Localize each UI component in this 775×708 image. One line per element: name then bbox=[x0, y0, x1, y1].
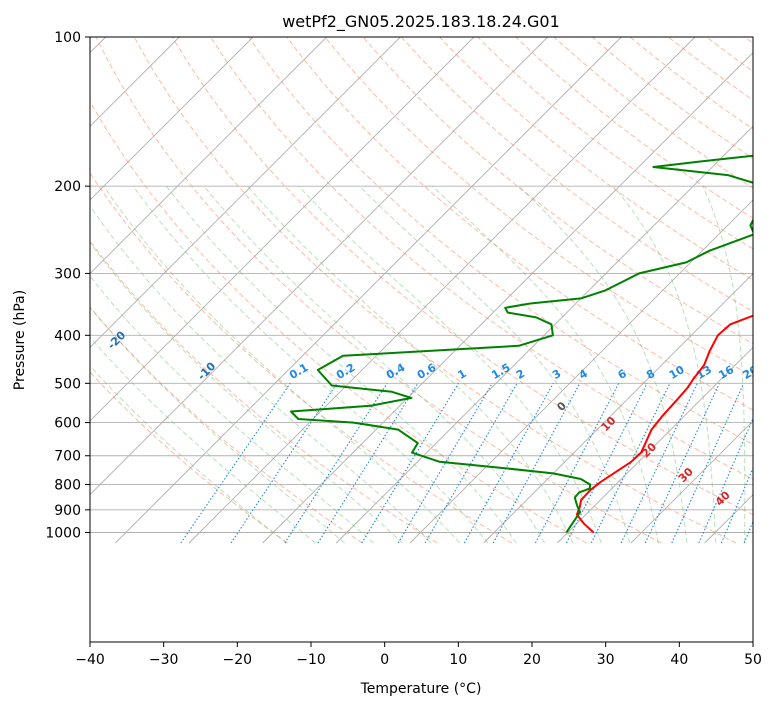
isotherm-line bbox=[90, 37, 548, 496]
isotherm-line bbox=[90, 37, 475, 422]
mixing-ratio-lines bbox=[180, 383, 753, 544]
y-tick-label: 500 bbox=[54, 376, 81, 392]
mixing-ratio-line bbox=[424, 383, 518, 544]
moist-adiabat-line bbox=[90, 205, 432, 544]
dry-adiabat-line bbox=[90, 172, 513, 544]
dry-adiabat-line bbox=[210, 37, 753, 480]
mixing-ratio-line bbox=[720, 466, 753, 544]
moist-adiabat-line bbox=[203, 185, 546, 544]
isotherm-line bbox=[630, 420, 753, 544]
axes: −40 −30 −20 −10 0 10 20 30 40 50 100 200 300 400 500 60… bbox=[45, 30, 762, 668]
mixing-ratio-line bbox=[492, 383, 581, 544]
y-tick-label: 300 bbox=[54, 266, 81, 282]
x-tick-label: 40 bbox=[670, 652, 688, 668]
isotherm-line bbox=[90, 37, 401, 348]
moist-adiabat-line bbox=[166, 185, 517, 544]
isotherm-line bbox=[262, 52, 753, 544]
isotherm-line bbox=[336, 125, 753, 544]
plot-frame bbox=[89, 36, 754, 643]
y-tick-label: 900 bbox=[54, 503, 81, 519]
isotherm-line bbox=[188, 37, 696, 544]
dry-adiabat-line bbox=[362, 37, 753, 345]
y-tick-label: 400 bbox=[54, 328, 81, 344]
x-tick-label: −20 bbox=[223, 652, 253, 668]
dry-adiabat-line bbox=[286, 37, 753, 411]
x-tick-label: 30 bbox=[597, 652, 615, 668]
mixing-ratio-line bbox=[620, 383, 698, 544]
mixing-ratio-line bbox=[463, 383, 554, 544]
mixing-ratio-line bbox=[698, 417, 753, 544]
dry-adiabat-line bbox=[248, 37, 753, 445]
moist-adiabat-line bbox=[359, 185, 631, 544]
x-tick-label: 50 bbox=[744, 652, 762, 668]
mixing-ratio-line bbox=[284, 383, 388, 544]
dry-adiabats bbox=[90, 37, 753, 544]
mixing-ratio-line bbox=[230, 383, 338, 544]
moist-adiabat-line bbox=[90, 365, 287, 544]
mixing-ratio-line bbox=[180, 383, 291, 544]
moist-adiabat-line bbox=[90, 275, 374, 544]
y-tick-label: 700 bbox=[54, 449, 81, 465]
dry-adiabat-line bbox=[90, 100, 587, 544]
x-tick-label: −10 bbox=[296, 652, 326, 668]
x-axis-title: Temperature (°C) bbox=[360, 681, 482, 697]
moist-adiabat-line bbox=[702, 185, 746, 543]
y-axis-title: Pressure (hPa) bbox=[12, 290, 28, 390]
moist-adiabat-line bbox=[90, 241, 403, 544]
dry-adiabat-line bbox=[90, 240, 438, 544]
moist-adiabat-line bbox=[90, 336, 316, 544]
dry-adiabat-line bbox=[171, 37, 753, 516]
moist-adiabat-line bbox=[518, 185, 688, 544]
isotherm-line bbox=[557, 346, 753, 544]
x-tick-label: 10 bbox=[449, 652, 467, 668]
dry-adiabat-line bbox=[90, 371, 289, 544]
x-tick-label: 20 bbox=[523, 652, 541, 668]
mixing-ratio-line bbox=[644, 383, 720, 544]
dry-adiabat-line bbox=[95, 37, 662, 544]
dewpoint-line bbox=[290, 154, 753, 534]
isotherm-line bbox=[483, 273, 753, 544]
dry-adiabat-line bbox=[400, 37, 753, 313]
isotherm-line bbox=[115, 37, 622, 544]
x-tick-label: 0 bbox=[380, 652, 389, 668]
mixing-ratio-line bbox=[397, 383, 493, 544]
y-tick-label: 800 bbox=[54, 477, 81, 493]
isotherm-line bbox=[90, 37, 327, 275]
temperature-line bbox=[575, 314, 753, 534]
moist-adiabat-line bbox=[90, 306, 346, 544]
moist-adiabat-line bbox=[432, 185, 659, 544]
isotherm-lines bbox=[90, 37, 753, 544]
mixing-ratio-line bbox=[671, 383, 745, 544]
moist-adiabats bbox=[90, 185, 746, 544]
y-tick-label: 600 bbox=[54, 416, 81, 432]
x-tick-label: −30 bbox=[149, 652, 179, 668]
plot-area: 0.10.20.40.611.52346810131620253036-100-… bbox=[90, 37, 753, 544]
y-tick-label: 200 bbox=[54, 179, 81, 195]
x-tick-label: −40 bbox=[75, 652, 105, 668]
isotherm-line bbox=[90, 37, 180, 127]
moist-adiabat-line bbox=[613, 185, 717, 544]
moist-adiabat-line bbox=[103, 185, 460, 544]
sounding-series bbox=[290, 154, 753, 534]
y-tick-label: 100 bbox=[54, 30, 81, 46]
moist-adiabat-line bbox=[298, 185, 602, 544]
y-tick-label: 1000 bbox=[45, 526, 81, 542]
chart-title: wetPf2_GN05.2025.183.18.24.G01 bbox=[282, 12, 560, 32]
isotherm-line bbox=[90, 37, 254, 201]
moist-adiabat-line bbox=[132, 185, 489, 544]
dry-adiabat-line bbox=[133, 37, 737, 544]
